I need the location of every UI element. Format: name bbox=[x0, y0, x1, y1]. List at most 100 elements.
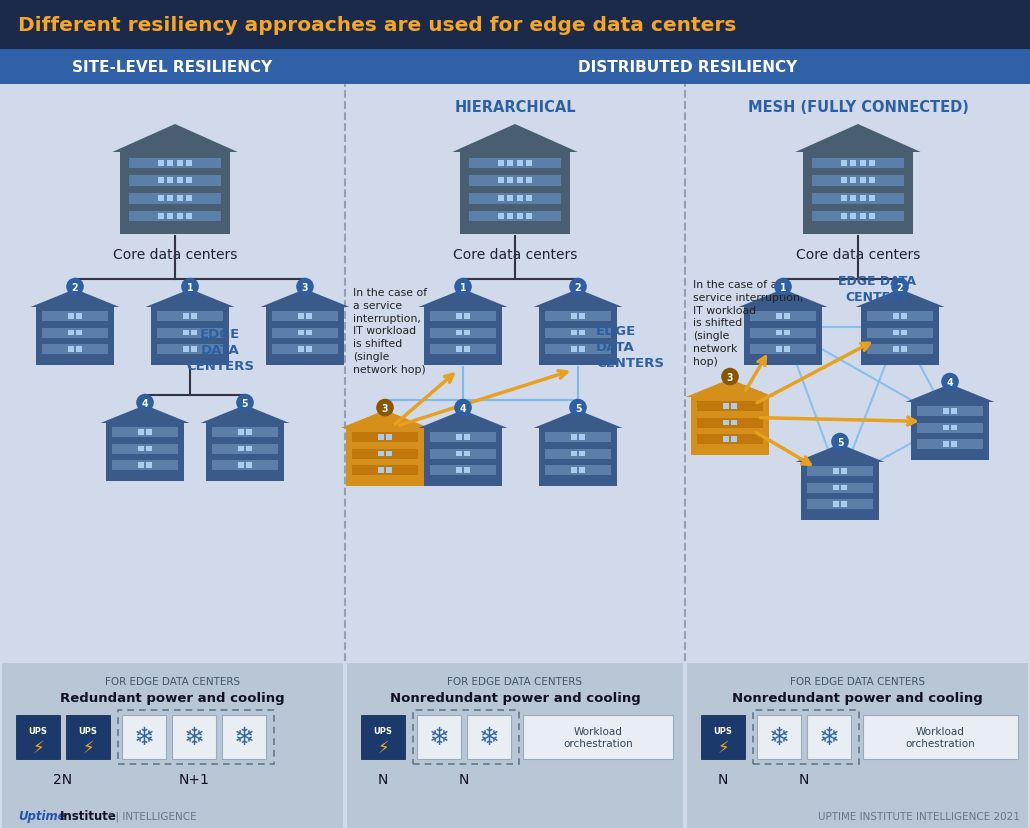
Polygon shape bbox=[418, 411, 508, 428]
FancyBboxPatch shape bbox=[138, 430, 144, 435]
Text: Workload
orchestration: Workload orchestration bbox=[563, 726, 632, 748]
Circle shape bbox=[941, 374, 958, 390]
FancyBboxPatch shape bbox=[192, 330, 197, 336]
Polygon shape bbox=[795, 445, 885, 463]
FancyBboxPatch shape bbox=[352, 466, 418, 476]
Text: Workload
orchestration: Workload orchestration bbox=[905, 726, 975, 748]
Text: 2N: 2N bbox=[54, 772, 72, 786]
Polygon shape bbox=[795, 125, 921, 153]
FancyBboxPatch shape bbox=[306, 330, 312, 336]
FancyBboxPatch shape bbox=[750, 328, 816, 339]
Text: 5: 5 bbox=[242, 398, 248, 408]
FancyBboxPatch shape bbox=[508, 214, 513, 219]
FancyBboxPatch shape bbox=[579, 330, 585, 336]
FancyBboxPatch shape bbox=[352, 432, 418, 442]
FancyBboxPatch shape bbox=[112, 460, 178, 471]
FancyBboxPatch shape bbox=[851, 196, 856, 202]
FancyBboxPatch shape bbox=[517, 161, 522, 166]
Polygon shape bbox=[112, 125, 238, 153]
FancyBboxPatch shape bbox=[299, 314, 304, 319]
Text: FOR EDGE DATA CENTERS: FOR EDGE DATA CENTERS bbox=[790, 676, 925, 686]
Text: 4: 4 bbox=[947, 377, 954, 388]
Text: 5: 5 bbox=[575, 403, 581, 413]
Text: ⚡: ⚡ bbox=[377, 738, 388, 756]
Circle shape bbox=[67, 279, 83, 296]
FancyBboxPatch shape bbox=[129, 176, 221, 187]
Text: N+1: N+1 bbox=[178, 772, 209, 786]
FancyBboxPatch shape bbox=[212, 427, 278, 437]
FancyBboxPatch shape bbox=[893, 330, 899, 336]
FancyBboxPatch shape bbox=[579, 347, 585, 353]
FancyBboxPatch shape bbox=[186, 161, 193, 166]
Polygon shape bbox=[261, 290, 349, 308]
FancyBboxPatch shape bbox=[266, 308, 344, 365]
FancyBboxPatch shape bbox=[572, 468, 577, 474]
Polygon shape bbox=[534, 290, 622, 308]
FancyBboxPatch shape bbox=[545, 311, 611, 321]
Polygon shape bbox=[905, 384, 994, 402]
FancyBboxPatch shape bbox=[222, 715, 266, 759]
FancyBboxPatch shape bbox=[469, 211, 561, 222]
FancyBboxPatch shape bbox=[177, 161, 182, 166]
Polygon shape bbox=[686, 379, 775, 397]
Circle shape bbox=[182, 279, 198, 296]
FancyBboxPatch shape bbox=[158, 345, 222, 355]
FancyBboxPatch shape bbox=[456, 468, 461, 474]
FancyBboxPatch shape bbox=[803, 153, 913, 234]
FancyBboxPatch shape bbox=[212, 444, 278, 454]
FancyBboxPatch shape bbox=[523, 715, 673, 759]
FancyBboxPatch shape bbox=[918, 423, 983, 433]
Text: ⚡: ⚡ bbox=[32, 738, 44, 756]
FancyBboxPatch shape bbox=[186, 178, 193, 184]
FancyBboxPatch shape bbox=[386, 451, 391, 456]
FancyBboxPatch shape bbox=[812, 176, 904, 187]
FancyBboxPatch shape bbox=[572, 330, 577, 336]
FancyBboxPatch shape bbox=[352, 449, 418, 459]
Circle shape bbox=[455, 279, 471, 296]
Text: 1: 1 bbox=[780, 282, 786, 292]
FancyBboxPatch shape bbox=[572, 435, 577, 440]
Text: Uptime: Uptime bbox=[18, 810, 66, 822]
Text: 2: 2 bbox=[72, 282, 78, 292]
Text: ❄: ❄ bbox=[479, 725, 500, 749]
FancyBboxPatch shape bbox=[901, 330, 906, 336]
FancyBboxPatch shape bbox=[918, 407, 983, 416]
FancyBboxPatch shape bbox=[460, 153, 570, 234]
Text: In the case of a
service interruption,
IT workload
is shifted
(single
network
ho: In the case of a service interruption, I… bbox=[693, 280, 803, 366]
FancyBboxPatch shape bbox=[158, 196, 164, 202]
FancyBboxPatch shape bbox=[378, 468, 384, 474]
FancyBboxPatch shape bbox=[833, 502, 838, 508]
FancyBboxPatch shape bbox=[206, 423, 284, 481]
FancyBboxPatch shape bbox=[431, 345, 495, 355]
FancyBboxPatch shape bbox=[146, 430, 151, 435]
FancyBboxPatch shape bbox=[526, 161, 533, 166]
FancyBboxPatch shape bbox=[431, 432, 495, 442]
FancyBboxPatch shape bbox=[840, 196, 847, 202]
Polygon shape bbox=[145, 290, 235, 308]
Circle shape bbox=[892, 279, 908, 296]
FancyBboxPatch shape bbox=[360, 715, 405, 759]
FancyBboxPatch shape bbox=[299, 330, 304, 336]
FancyBboxPatch shape bbox=[526, 178, 533, 184]
FancyBboxPatch shape bbox=[183, 347, 188, 353]
FancyBboxPatch shape bbox=[386, 468, 391, 474]
FancyBboxPatch shape bbox=[526, 214, 533, 219]
FancyBboxPatch shape bbox=[378, 435, 384, 440]
Circle shape bbox=[722, 369, 739, 385]
Polygon shape bbox=[452, 125, 578, 153]
FancyBboxPatch shape bbox=[943, 425, 949, 431]
FancyBboxPatch shape bbox=[129, 211, 221, 222]
FancyBboxPatch shape bbox=[158, 311, 222, 321]
FancyBboxPatch shape bbox=[146, 446, 151, 451]
FancyBboxPatch shape bbox=[112, 427, 178, 437]
Text: ❄: ❄ bbox=[234, 725, 254, 749]
FancyBboxPatch shape bbox=[784, 330, 790, 336]
Circle shape bbox=[237, 395, 253, 412]
FancyBboxPatch shape bbox=[378, 451, 384, 456]
FancyBboxPatch shape bbox=[186, 196, 193, 202]
FancyBboxPatch shape bbox=[2, 663, 343, 828]
Polygon shape bbox=[31, 290, 119, 308]
Circle shape bbox=[297, 279, 313, 296]
FancyBboxPatch shape bbox=[306, 314, 312, 319]
FancyBboxPatch shape bbox=[465, 314, 470, 319]
